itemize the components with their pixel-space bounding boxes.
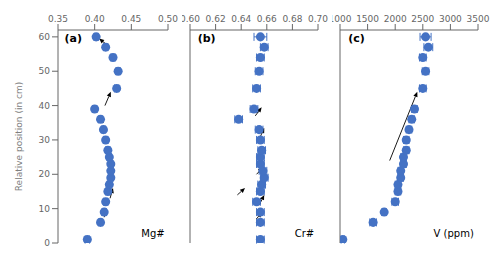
html-text:Cr#: Cr# — [294, 228, 315, 239]
svg-text:0: 0 — [44, 238, 50, 248]
svg-text:0.70: 0.70 — [308, 14, 328, 24]
svg-text:0.40: 0.40 — [85, 14, 105, 24]
svg-text:40: 40 — [39, 101, 51, 111]
html-text:(b): (b) — [197, 32, 216, 45]
svg-text:1000: 1000 — [332, 14, 352, 24]
svg-text:0.60: 0.60 — [182, 14, 200, 24]
svg-text:2000: 2000 — [384, 14, 407, 24]
svg-text:10: 10 — [39, 204, 51, 214]
svg-text:60: 60 — [39, 32, 51, 42]
svg-text:Relative position (in cm): Relative position (in cm) — [14, 82, 24, 191]
svg-text:0.64: 0.64 — [231, 14, 251, 24]
svg-text:0.68: 0.68 — [282, 14, 302, 24]
svg-text:50: 50 — [39, 66, 51, 76]
svg-text:20: 20 — [39, 169, 51, 179]
svg-text:3000: 3000 — [439, 14, 462, 24]
svg-text:3500: 3500 — [467, 14, 490, 24]
svg-text:0.66: 0.66 — [257, 14, 277, 24]
svg-text:2500: 2500 — [411, 14, 434, 24]
svg-text:0.35: 0.35 — [48, 14, 68, 24]
svg-text:0.45: 0.45 — [121, 14, 141, 24]
html-text:(c): (c) — [348, 32, 365, 45]
svg-text:30: 30 — [39, 135, 51, 145]
svg-text:0.62: 0.62 — [206, 14, 226, 24]
svg-text:1500: 1500 — [356, 14, 379, 24]
html-text:(a): (a) — [64, 32, 83, 45]
html-text:Mg#: Mg# — [141, 228, 165, 239]
html-text:V (ppm): V (ppm) — [433, 228, 474, 239]
svg-text:0.50: 0.50 — [158, 14, 178, 24]
